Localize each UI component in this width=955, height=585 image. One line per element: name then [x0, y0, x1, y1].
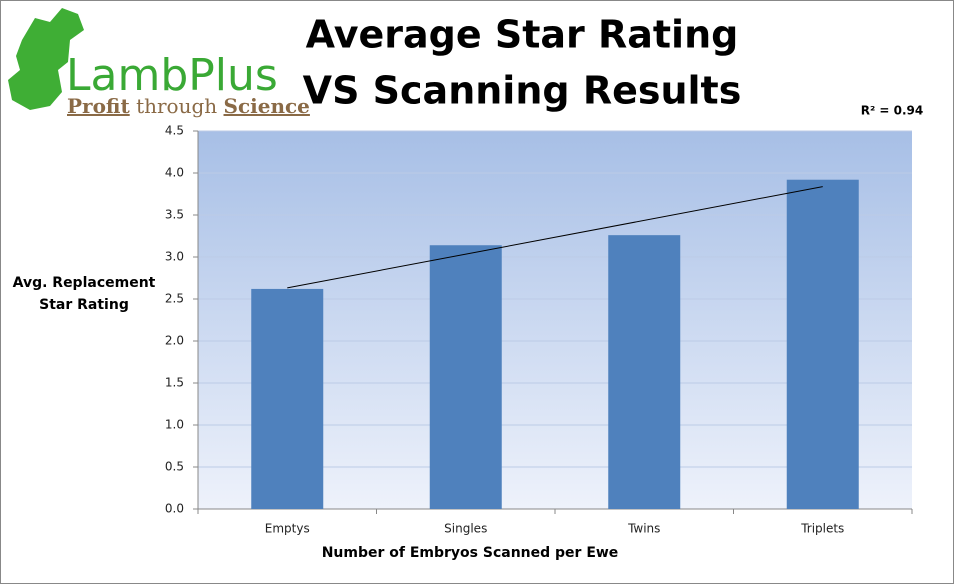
x-tick-label: Emptys	[265, 522, 310, 536]
annotation: R² = 0.94	[861, 104, 924, 118]
logo-name: LambPlus	[66, 50, 278, 101]
y-tick-label: 0.5	[165, 460, 184, 474]
y-tick-label: 2.5	[165, 292, 184, 306]
x-tick-label: Twins	[627, 522, 660, 536]
bar	[786, 179, 859, 509]
chart-title: VS Scanning Results	[303, 69, 742, 113]
y-tick-label: 1.0	[165, 418, 184, 432]
y-tick-label: 3.0	[165, 250, 184, 264]
bar	[251, 288, 324, 509]
bar	[608, 235, 681, 509]
logo-tagline: Profit through Science	[67, 94, 310, 118]
y-tick-label: 1.5	[165, 376, 184, 390]
y-axis-label: Star Rating	[39, 297, 129, 313]
x-tick-label: Singles	[444, 522, 487, 536]
logo: LambPlus Profit through Science	[8, 8, 310, 118]
tagline-word: Profit	[67, 94, 130, 118]
y-tick-label: 4.0	[165, 166, 184, 180]
tagline-word: through	[136, 94, 217, 118]
y-axis-label: Avg. Replacement	[13, 275, 156, 291]
y-tick-label: 3.5	[165, 208, 184, 222]
y-tick-label: 4.5	[165, 124, 184, 138]
tagline-word: Science	[224, 94, 310, 118]
logo-shape	[8, 8, 84, 110]
y-tick-label: 0.0	[165, 502, 184, 516]
bar	[429, 245, 502, 510]
x-tick-label: Triplets	[800, 522, 844, 536]
trend-line	[287, 186, 823, 289]
y-tick-label: 2.0	[165, 334, 184, 348]
x-axis-label: Number of Embryos Scanned per Ewe	[322, 545, 619, 561]
chart-title: Average Star Rating	[306, 13, 739, 57]
